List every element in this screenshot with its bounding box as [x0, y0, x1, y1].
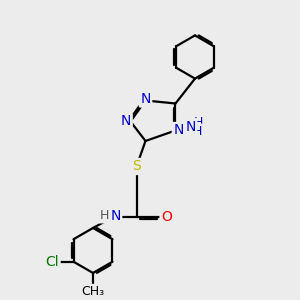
Text: H: H [193, 116, 203, 129]
Text: N: N [110, 209, 121, 223]
Text: N: N [185, 120, 196, 134]
Text: N: N [121, 115, 131, 128]
Text: O: O [161, 211, 172, 224]
Text: S: S [132, 160, 141, 173]
Text: CH₃: CH₃ [81, 285, 105, 298]
Text: N: N [173, 124, 184, 137]
Text: Cl: Cl [46, 255, 59, 269]
Text: H: H [99, 209, 109, 223]
Text: H: H [192, 124, 202, 138]
Text: N: N [140, 92, 151, 106]
